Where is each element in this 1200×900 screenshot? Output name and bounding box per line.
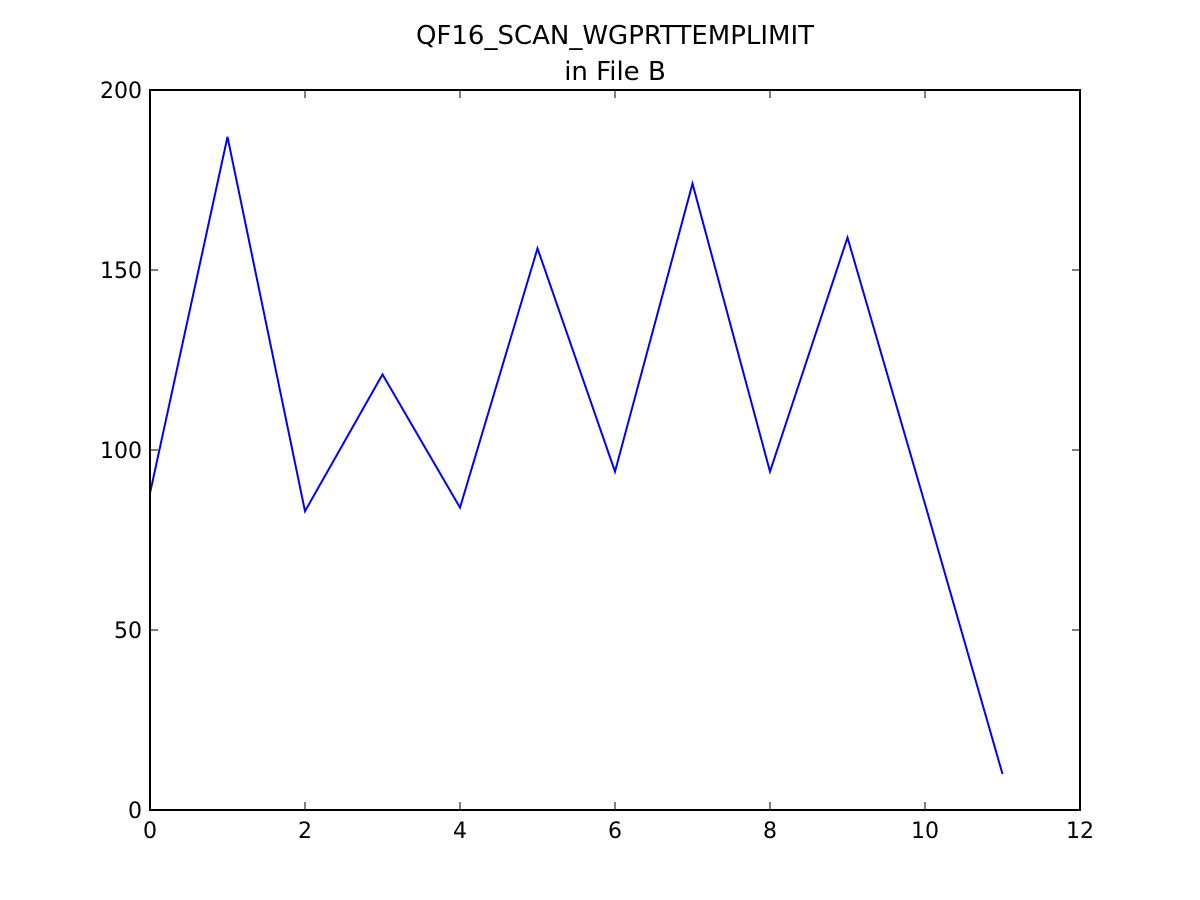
x-tick-label: 8 <box>763 819 777 844</box>
x-tick-label: 6 <box>608 819 622 844</box>
y-tick-label: 150 <box>100 259 142 284</box>
line-series <box>149 136 1004 775</box>
x-tick-label: 12 <box>1066 819 1094 844</box>
x-tick-label: 4 <box>453 819 467 844</box>
x-tick-label: 10 <box>911 819 939 844</box>
y-tick-label: 50 <box>114 619 142 644</box>
y-tick-label: 100 <box>100 439 142 464</box>
plot-frame <box>149 89 1081 811</box>
x-tick-label: 0 <box>143 819 157 844</box>
y-tick-label: 200 <box>100 79 142 104</box>
y-tick-label: 0 <box>128 799 142 824</box>
x-tick-label: 2 <box>298 819 312 844</box>
chart-subtitle: in File B <box>564 57 666 87</box>
chart-title: QF16_SCAN_WGPRTTEMPLIMIT <box>416 21 814 51</box>
